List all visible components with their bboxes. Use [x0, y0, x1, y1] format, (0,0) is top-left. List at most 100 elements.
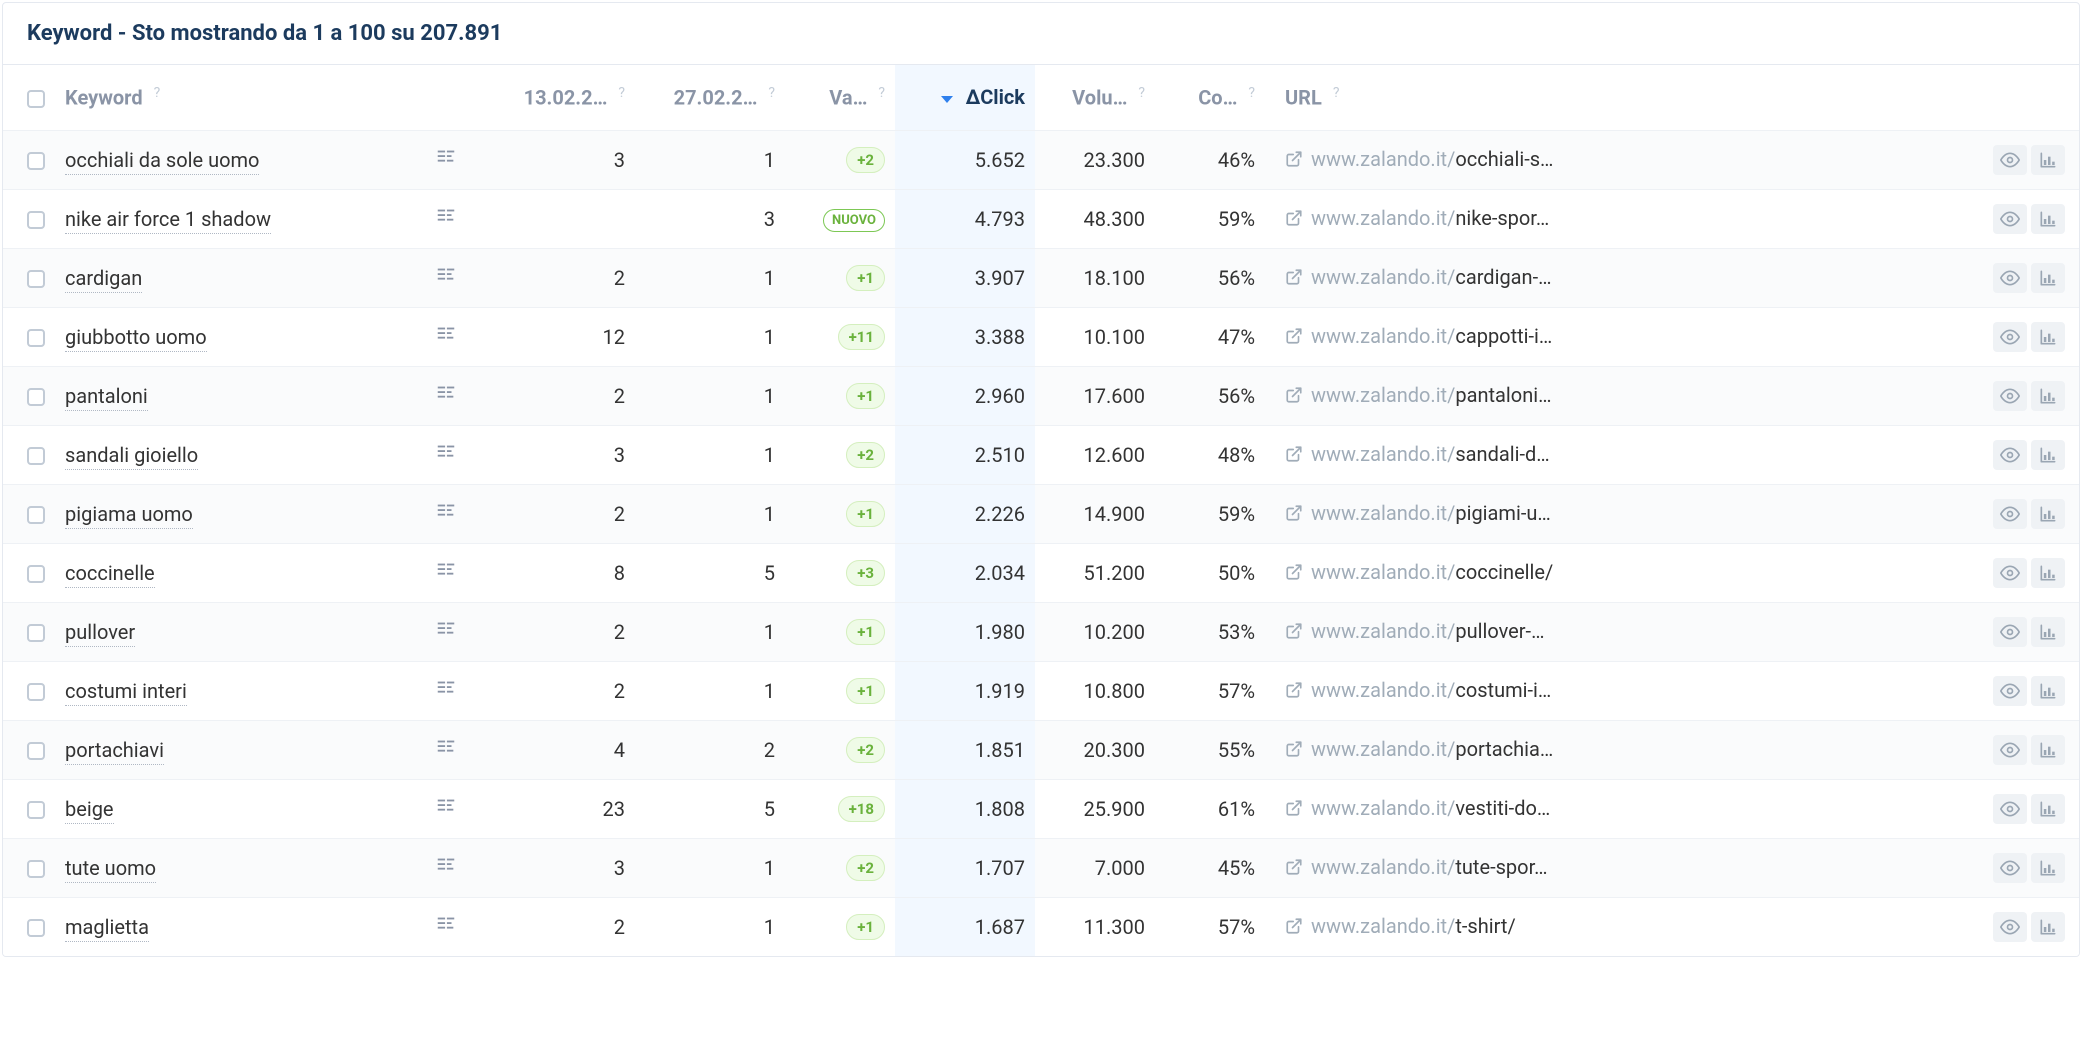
ranking-icon[interactable] — [435, 913, 457, 940]
chart-button[interactable] — [2031, 735, 2065, 765]
view-serp-button[interactable] — [1993, 440, 2027, 470]
keyword-link[interactable]: pigiama uomo — [65, 502, 193, 529]
ranking-icon[interactable] — [435, 795, 457, 822]
row-checkbox[interactable] — [27, 506, 45, 524]
ranking-icon[interactable] — [435, 323, 457, 350]
ranking-icon[interactable] — [435, 146, 457, 173]
help-icon[interactable]: ? — [154, 85, 161, 101]
keyword-link[interactable]: beige — [65, 797, 114, 824]
column-date1[interactable]: 13.02.2… ? — [485, 65, 635, 131]
keyword-link[interactable]: sandali gioiello — [65, 443, 198, 470]
keyword-link[interactable]: coccinelle — [65, 561, 155, 588]
help-icon[interactable]: ? — [618, 85, 625, 101]
column-url[interactable]: URL ? — [1265, 65, 1979, 131]
row-checkbox[interactable] — [27, 152, 45, 170]
row-checkbox[interactable] — [27, 388, 45, 406]
url-link[interactable]: www.zalando.it/pullover-… — [1285, 619, 1544, 643]
ranking-icon[interactable] — [435, 205, 457, 232]
view-serp-button[interactable] — [1993, 145, 2027, 175]
column-keyword[interactable]: Keyword ? — [55, 65, 425, 131]
url-link[interactable]: www.zalando.it/pigiami-u… — [1285, 501, 1551, 525]
help-icon[interactable]: ? — [1248, 85, 1255, 101]
keyword-link[interactable]: costumi interi — [65, 679, 187, 706]
view-serp-button[interactable] — [1993, 617, 2027, 647]
keyword-link[interactable]: nike air force 1 shadow — [65, 207, 271, 234]
url-link[interactable]: www.zalando.it/cardigan-… — [1285, 265, 1552, 289]
column-date2[interactable]: 27.02.2… ? — [635, 65, 785, 131]
url-link[interactable]: www.zalando.it/t-shirt/ — [1285, 914, 1516, 938]
keyword-link[interactable]: cardigan — [65, 266, 142, 293]
ranking-icon[interactable] — [435, 500, 457, 527]
view-serp-button[interactable] — [1993, 794, 2027, 824]
column-competition[interactable]: Co… ? — [1155, 65, 1265, 131]
ranking-icon[interactable] — [435, 559, 457, 586]
chart-button[interactable] — [2031, 263, 2065, 293]
ranking-icon[interactable] — [435, 736, 457, 763]
row-checkbox[interactable] — [27, 624, 45, 642]
row-checkbox[interactable] — [27, 565, 45, 583]
column-variation[interactable]: Va… ? — [785, 65, 895, 131]
view-serp-button[interactable] — [1993, 263, 2027, 293]
ranking-icon[interactable] — [435, 677, 457, 704]
chart-button[interactable] — [2031, 499, 2065, 529]
select-all-checkbox[interactable] — [27, 90, 45, 108]
view-serp-button[interactable] — [1993, 912, 2027, 942]
row-checkbox[interactable] — [27, 329, 45, 347]
url-link[interactable]: www.zalando.it/tute-spor… — [1285, 855, 1548, 879]
ranking-icon[interactable] — [435, 264, 457, 291]
chart-button[interactable] — [2031, 145, 2065, 175]
chart-button[interactable] — [2031, 440, 2065, 470]
row-checkbox[interactable] — [27, 801, 45, 819]
chart-button[interactable] — [2031, 322, 2065, 352]
chart-button[interactable] — [2031, 853, 2065, 883]
chart-button[interactable] — [2031, 204, 2065, 234]
column-click[interactable]: ΔClick — [895, 65, 1035, 131]
row-checkbox[interactable] — [27, 919, 45, 937]
view-serp-button[interactable] — [1993, 381, 2027, 411]
help-icon[interactable]: ? — [1333, 85, 1340, 101]
url-link[interactable]: www.zalando.it/cappotti-i… — [1285, 324, 1552, 348]
row-checkbox[interactable] — [27, 683, 45, 701]
keyword-link[interactable]: occhiali da sole uomo — [65, 148, 259, 175]
chart-button[interactable] — [2031, 381, 2065, 411]
help-icon[interactable]: ? — [1138, 85, 1145, 101]
row-checkbox[interactable] — [27, 447, 45, 465]
keyword-link[interactable]: pullover — [65, 620, 135, 647]
keyword-link[interactable]: portachiavi — [65, 738, 164, 765]
row-checkbox[interactable] — [27, 860, 45, 878]
keyword-link[interactable]: pantaloni — [65, 384, 148, 411]
keyword-link[interactable]: maglietta — [65, 915, 149, 942]
view-serp-button[interactable] — [1993, 853, 2027, 883]
url-link[interactable]: www.zalando.it/occhiali-s… — [1285, 147, 1553, 171]
ranking-icon[interactable] — [435, 441, 457, 468]
view-serp-button[interactable] — [1993, 676, 2027, 706]
help-icon[interactable]: ? — [878, 85, 885, 101]
chart-button[interactable] — [2031, 794, 2065, 824]
url-link[interactable]: www.zalando.it/pantaloni… — [1285, 383, 1552, 407]
chart-button[interactable] — [2031, 912, 2065, 942]
view-serp-button[interactable] — [1993, 204, 2027, 234]
row-checkbox[interactable] — [27, 211, 45, 229]
chart-button[interactable] — [2031, 676, 2065, 706]
url-link[interactable]: www.zalando.it/nike-spor… — [1285, 206, 1549, 230]
view-serp-button[interactable] — [1993, 558, 2027, 588]
url-link[interactable]: www.zalando.it/coccinelle/ — [1285, 560, 1553, 584]
column-volume[interactable]: Volu… ? — [1035, 65, 1155, 131]
ranking-icon[interactable] — [435, 618, 457, 645]
view-serp-button[interactable] — [1993, 735, 2027, 765]
url-link[interactable]: www.zalando.it/sandali-d… — [1285, 442, 1550, 466]
view-serp-button[interactable] — [1993, 499, 2027, 529]
row-checkbox[interactable] — [27, 270, 45, 288]
chart-button[interactable] — [2031, 558, 2065, 588]
chart-button[interactable] — [2031, 617, 2065, 647]
row-checkbox[interactable] — [27, 742, 45, 760]
view-serp-button[interactable] — [1993, 322, 2027, 352]
keyword-link[interactable]: giubbotto uomo — [65, 325, 207, 352]
help-icon[interactable]: ? — [768, 85, 775, 101]
url-link[interactable]: www.zalando.it/costumi-i… — [1285, 678, 1551, 702]
url-link[interactable]: www.zalando.it/portachia… — [1285, 737, 1553, 761]
url-link[interactable]: www.zalando.it/vestiti-do… — [1285, 796, 1550, 820]
ranking-icon[interactable] — [435, 382, 457, 409]
ranking-icon[interactable] — [435, 854, 457, 881]
keyword-link[interactable]: tute uomo — [65, 856, 156, 883]
